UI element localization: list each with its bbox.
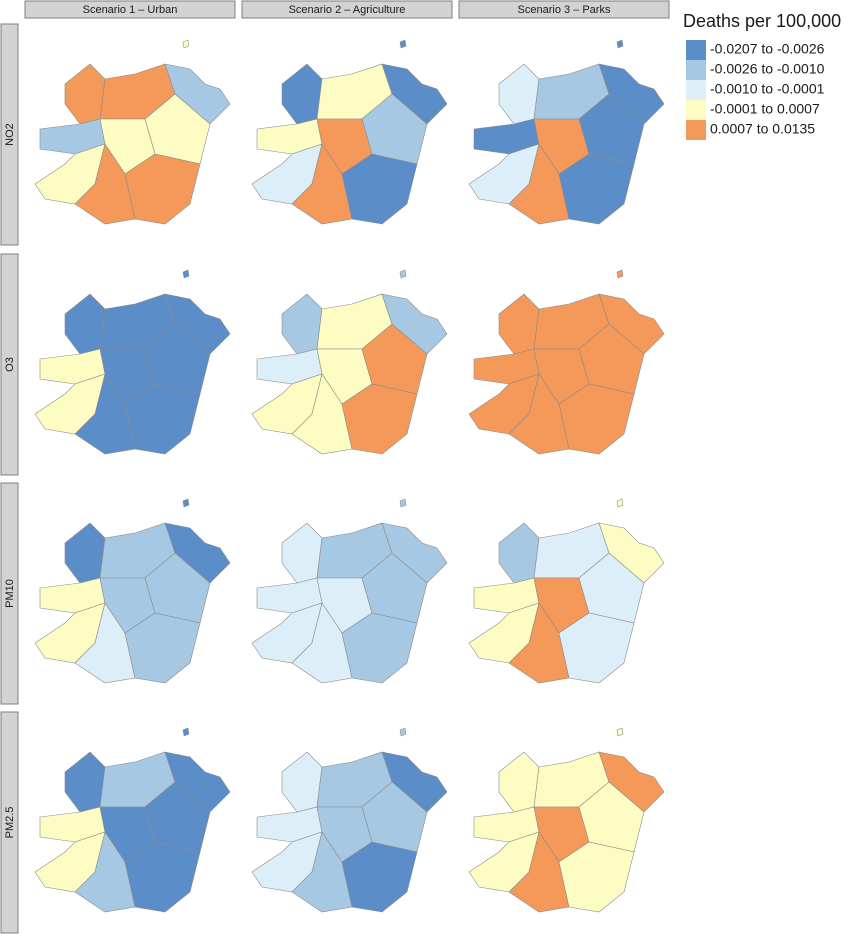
region [578, 552, 645, 624]
map-panel [34, 498, 231, 684]
region [124, 612, 201, 684]
region [616, 269, 624, 279]
map-panel [34, 39, 231, 225]
region [182, 727, 190, 737]
legend-label: -0.0026 to -0.0010 [710, 61, 825, 77]
column-strip [241, 0, 453, 19]
map-panel [34, 269, 231, 455]
legend-key [686, 120, 706, 140]
legend-key [686, 40, 706, 60]
column-label: Scenario 3 – Parks [518, 4, 611, 16]
region [144, 781, 211, 853]
region [341, 153, 418, 225]
map-panel [251, 39, 448, 225]
region [361, 552, 428, 624]
column-strip [24, 0, 236, 19]
row-strip [0, 23, 19, 246]
region [498, 751, 540, 813]
region [399, 727, 407, 737]
region [616, 39, 624, 49]
region [64, 522, 106, 584]
region [341, 612, 418, 684]
region [558, 612, 635, 684]
row-label: O3 [4, 357, 16, 372]
row-label: NO2 [4, 123, 16, 146]
legend-key [686, 80, 706, 100]
row-strip [0, 253, 19, 476]
column-label: Scenario 2 – Agriculture [289, 4, 406, 16]
legend-label: -0.0207 to -0.0026 [710, 41, 825, 57]
region [64, 63, 106, 125]
region [182, 39, 190, 49]
region [399, 269, 407, 279]
region [182, 269, 190, 279]
region [124, 383, 201, 455]
region [616, 498, 624, 508]
region [361, 93, 428, 165]
region [281, 293, 323, 355]
region [144, 323, 211, 395]
region [399, 39, 407, 49]
region [616, 727, 624, 737]
region [558, 383, 635, 455]
region [399, 498, 407, 508]
legend-key [686, 60, 706, 80]
map-panel [34, 727, 231, 913]
map-panel [468, 39, 665, 225]
map-panel [468, 269, 665, 455]
region [498, 293, 540, 355]
map-panel [468, 498, 665, 684]
map-panel [251, 727, 448, 913]
region [498, 63, 540, 125]
row-label: PM10 [4, 579, 16, 608]
legend-label: 0.0007 to 0.0135 [710, 121, 815, 137]
row-strip [0, 711, 19, 934]
legend-label: -0.0010 to -0.0001 [710, 81, 825, 97]
map-panel [251, 498, 448, 684]
map-panel [251, 269, 448, 455]
legend-key [686, 100, 706, 120]
legend-label: -0.0001 to 0.0007 [710, 101, 820, 117]
region [578, 781, 645, 853]
region [144, 552, 211, 624]
region [361, 323, 428, 395]
map-panel [468, 727, 665, 913]
region [578, 323, 645, 395]
region [182, 498, 190, 508]
region [341, 841, 418, 913]
row-strip [0, 482, 19, 705]
region [124, 841, 201, 913]
region [281, 63, 323, 125]
column-strip [458, 0, 670, 19]
region [281, 522, 323, 584]
region [498, 522, 540, 584]
legend-title: Deaths per 100,000 [683, 11, 841, 31]
region [558, 153, 635, 225]
region [558, 841, 635, 913]
region [281, 751, 323, 813]
region [64, 751, 106, 813]
region [578, 93, 645, 165]
region [64, 293, 106, 355]
region [341, 383, 418, 455]
region [361, 781, 428, 853]
row-label: PM2.5 [4, 807, 16, 839]
region [124, 153, 201, 225]
column-label: Scenario 1 – Urban [83, 4, 178, 16]
region [144, 93, 211, 165]
